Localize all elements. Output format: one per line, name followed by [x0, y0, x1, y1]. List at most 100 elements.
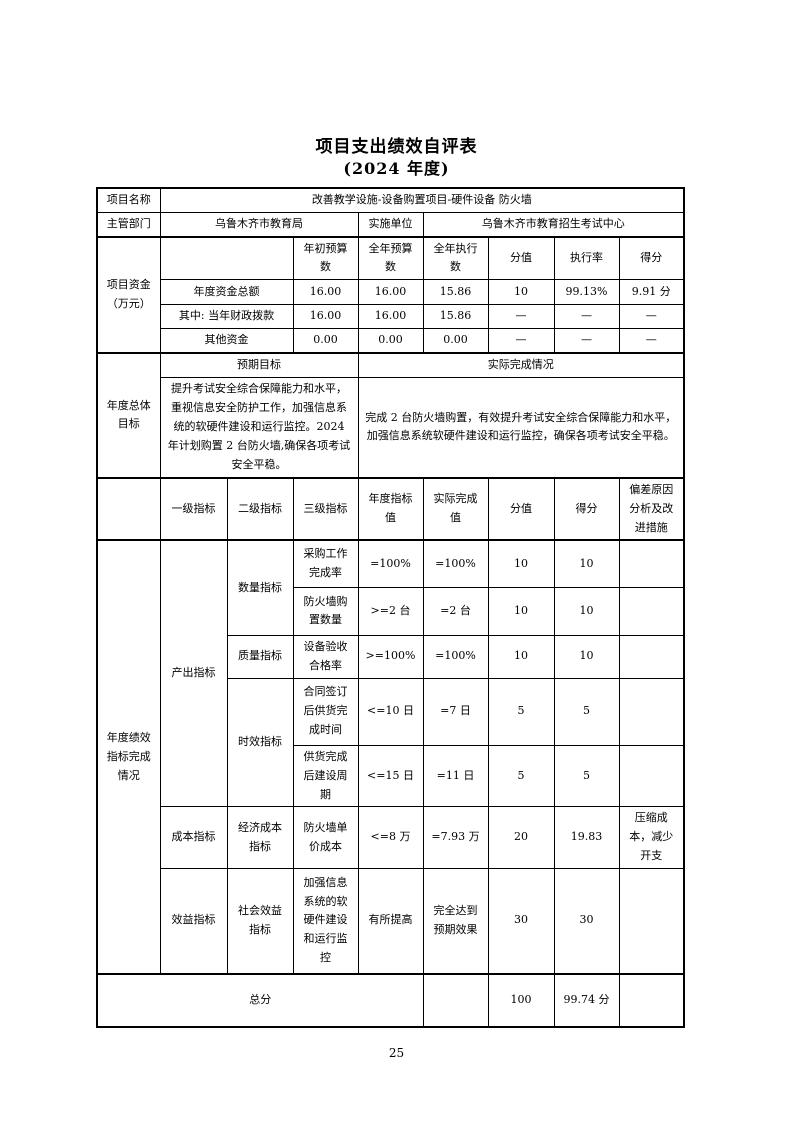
ind-benefit-score: 30: [553, 868, 620, 975]
row-indicator-header: 一级指标 二级指标 三级指标 年度指标值 实际完成值 分值 得分 偏差原因分析及…: [96, 476, 685, 541]
total-score: 99.74 分: [553, 972, 620, 1028]
ind-cost-score: 19.83: [553, 806, 620, 870]
ind-acceptance-score: 10: [553, 634, 620, 679]
funding-fiscal-label: 其中: 当年财政拨款: [159, 304, 294, 330]
dept-value: 乌鲁木齐市教育局: [159, 211, 359, 238]
funding-fiscal-initial: 16.00: [292, 304, 359, 330]
indicator-col-score: 得分: [553, 476, 620, 541]
page-subtitle: (2024 年度): [343, 158, 450, 178]
total-label: 总分: [96, 972, 424, 1028]
row-ind-build-cycle: 供货完成后建设周期 <=15 日 =11 日 5 5: [97, 744, 685, 808]
ind-cost-target: <=8 万: [357, 806, 424, 870]
ind-firewall-qty-actual: =2 台: [422, 586, 489, 636]
ind-delivery-time-level3: 合同签订后供货完成时间: [292, 677, 359, 746]
page-number: 25: [388, 1046, 405, 1060]
ind-cost-level3: 防火墙单价成本: [292, 806, 359, 870]
row-goal-header: 年度总体目标 预期目标 实际完成情况: [96, 352, 685, 479]
ind-delivery-time-actual: =7 日: [422, 677, 489, 746]
ind-acceptance-deviation: [618, 634, 685, 679]
funding-fiscal-score: —: [618, 304, 685, 330]
ind-level2-quality: 质量指标: [226, 634, 294, 679]
row-funding-other: 其他资金 0.00 0.00 0.00 — — —: [97, 328, 685, 354]
ind-procurement-target: =100%: [357, 539, 424, 588]
funding-fiscal-rate: —: [553, 304, 620, 330]
row-total: 总分 100 99.74 分: [96, 972, 685, 1028]
ind-level1-benefit: 效益指标: [159, 868, 228, 975]
impl-unit-label: 实施单位: [357, 211, 424, 238]
ind-acceptance-level3: 设备验收合格率: [292, 634, 359, 679]
row-departments: 主管部门 乌鲁木齐市教育局 实施单位 乌鲁木齐市教育招生考试中心: [96, 211, 685, 238]
ind-procurement-actual: =100%: [422, 539, 489, 588]
ind-acceptance-actual: =100%: [422, 634, 489, 679]
ind-acceptance-target: >=100%: [357, 634, 424, 679]
row-project-name: 项目名称 改善教学设施-设备购置项目-硬件设备 防火墙: [96, 187, 685, 213]
ind-firewall-qty-deviation: [618, 586, 685, 636]
funding-col-initial: 年初预算数: [292, 235, 359, 281]
ind-firewall-qty-target: >=2 台: [357, 586, 424, 636]
ind-build-cycle-score-value: 5: [487, 744, 555, 808]
funding-other-label: 其他资金: [159, 328, 294, 354]
funding-fiscal-score-value: —: [487, 304, 555, 330]
indicator-col-level1: 一级指标: [159, 476, 228, 541]
ind-delivery-time-score-value: 5: [487, 677, 555, 746]
funding-total-annual: 16.00: [357, 279, 424, 306]
ind-acceptance-score-value: 10: [487, 634, 555, 679]
funding-col-score: 得分: [618, 235, 685, 281]
goal-expected-text: 提升考试安全综合保障能力和水平，重视信息安全防护工作，加强信息系统的软硬件建设和…: [159, 377, 359, 479]
funding-other-score: —: [618, 328, 685, 354]
goal-section-label: 年度总体目标: [96, 352, 161, 479]
ind-firewall-qty-score: 10: [553, 586, 620, 636]
ind-benefit-level3: 加强信息系统的软硬件建设和运行监控: [292, 868, 359, 975]
funding-total-label: 年度资金总额: [159, 279, 294, 306]
ind-delivery-time-score: 5: [553, 677, 620, 746]
row-funding-total: 年度资金总额 16.00 16.00 15.86 10 99.13% 9.91 …: [97, 279, 685, 306]
row-ind-benefit: 效益指标 社会效益指标 加强信息系统的软硬件建设和运行监控 有所提高 完全达到预…: [97, 868, 685, 975]
funding-total-score: 9.91 分: [618, 279, 685, 306]
row-funding-fiscal: 其中: 当年财政拨款 16.00 16.00 15.86 — — —: [97, 304, 685, 330]
funding-other-exec: 0.00: [422, 328, 489, 354]
ind-procurement-score-value: 10: [487, 539, 555, 588]
ind-delivery-time-target: <=10 日: [357, 677, 424, 746]
ind-level1-cost: 成本指标: [159, 806, 228, 870]
project-name-value: 改善教学设施-设备购置项目-硬件设备 防火墙: [159, 187, 685, 213]
ind-procurement-deviation: [618, 539, 685, 588]
row-ind-cost: 成本指标 经济成本指标 防火墙单价成本 <=8 万 =7.93 万 20 19.…: [97, 806, 685, 870]
project-name-label: 项目名称: [96, 187, 161, 213]
goal-actual-header: 实际完成情况: [357, 352, 685, 379]
funding-col-exec: 全年执行数: [422, 235, 489, 281]
ind-level2-social-benefit: 社会效益指标: [226, 868, 294, 975]
funding-total-score-value: 10: [487, 279, 555, 306]
indicator-col-actual: 实际完成值: [422, 476, 489, 541]
goal-expected-header: 预期目标: [159, 352, 359, 379]
dept-label: 主管部门: [96, 211, 161, 238]
row-funding-header: 项目资金（万元） 年初预算数 全年预算数 全年执行数 分值 执行率 得分: [96, 235, 685, 354]
indicator-col-score-value: 分值: [487, 476, 555, 541]
ind-level2-quantity: 数量指标: [226, 539, 294, 636]
funding-other-initial: 0.00: [292, 328, 359, 354]
ind-benefit-actual: 完全达到预期效果: [422, 868, 489, 975]
ind-benefit-target: 有所提高: [357, 868, 424, 975]
total-score-value: 100: [487, 972, 555, 1028]
ind-build-cycle-score: 5: [553, 744, 620, 808]
ind-benefit-score-value: 30: [487, 868, 555, 975]
ind-build-cycle-actual: =11 日: [422, 744, 489, 808]
ind-procurement-score: 10: [553, 539, 620, 588]
ind-delivery-time-deviation: [618, 677, 685, 746]
ind-build-cycle-deviation: [618, 744, 685, 808]
goal-actual-text: 完成 2 台防火墙购置，有效提升考试安全综合保障能力和水平，加强信息系统软硬件建…: [357, 377, 685, 479]
ind-build-cycle-level3: 供货完成后建设周期: [292, 744, 359, 808]
row-ind-procurement: 年度绩效指标完成情况 产出指标 数量指标 采购工作完成率 =100% =100%…: [96, 539, 685, 975]
total-deviation-blank: [618, 972, 685, 1028]
impl-unit-value: 乌鲁木齐市教育招生考试中心: [422, 211, 685, 238]
funding-fiscal-exec: 15.86: [422, 304, 489, 330]
funding-other-annual: 0.00: [357, 328, 424, 354]
row-ind-firewall-qty: 防火墙购置数量 >=2 台 =2 台 10 10: [97, 586, 685, 636]
funding-other-score-value: —: [487, 328, 555, 354]
indicator-header-blank: [96, 476, 161, 541]
ind-cost-score-value: 20: [487, 806, 555, 870]
funding-col-annual: 全年预算数: [357, 235, 424, 281]
funding-fiscal-annual: 16.00: [357, 304, 424, 330]
funding-total-exec: 15.86: [422, 279, 489, 306]
funding-header-blank: [159, 235, 294, 281]
funding-col-rate: 执行率: [553, 235, 620, 281]
